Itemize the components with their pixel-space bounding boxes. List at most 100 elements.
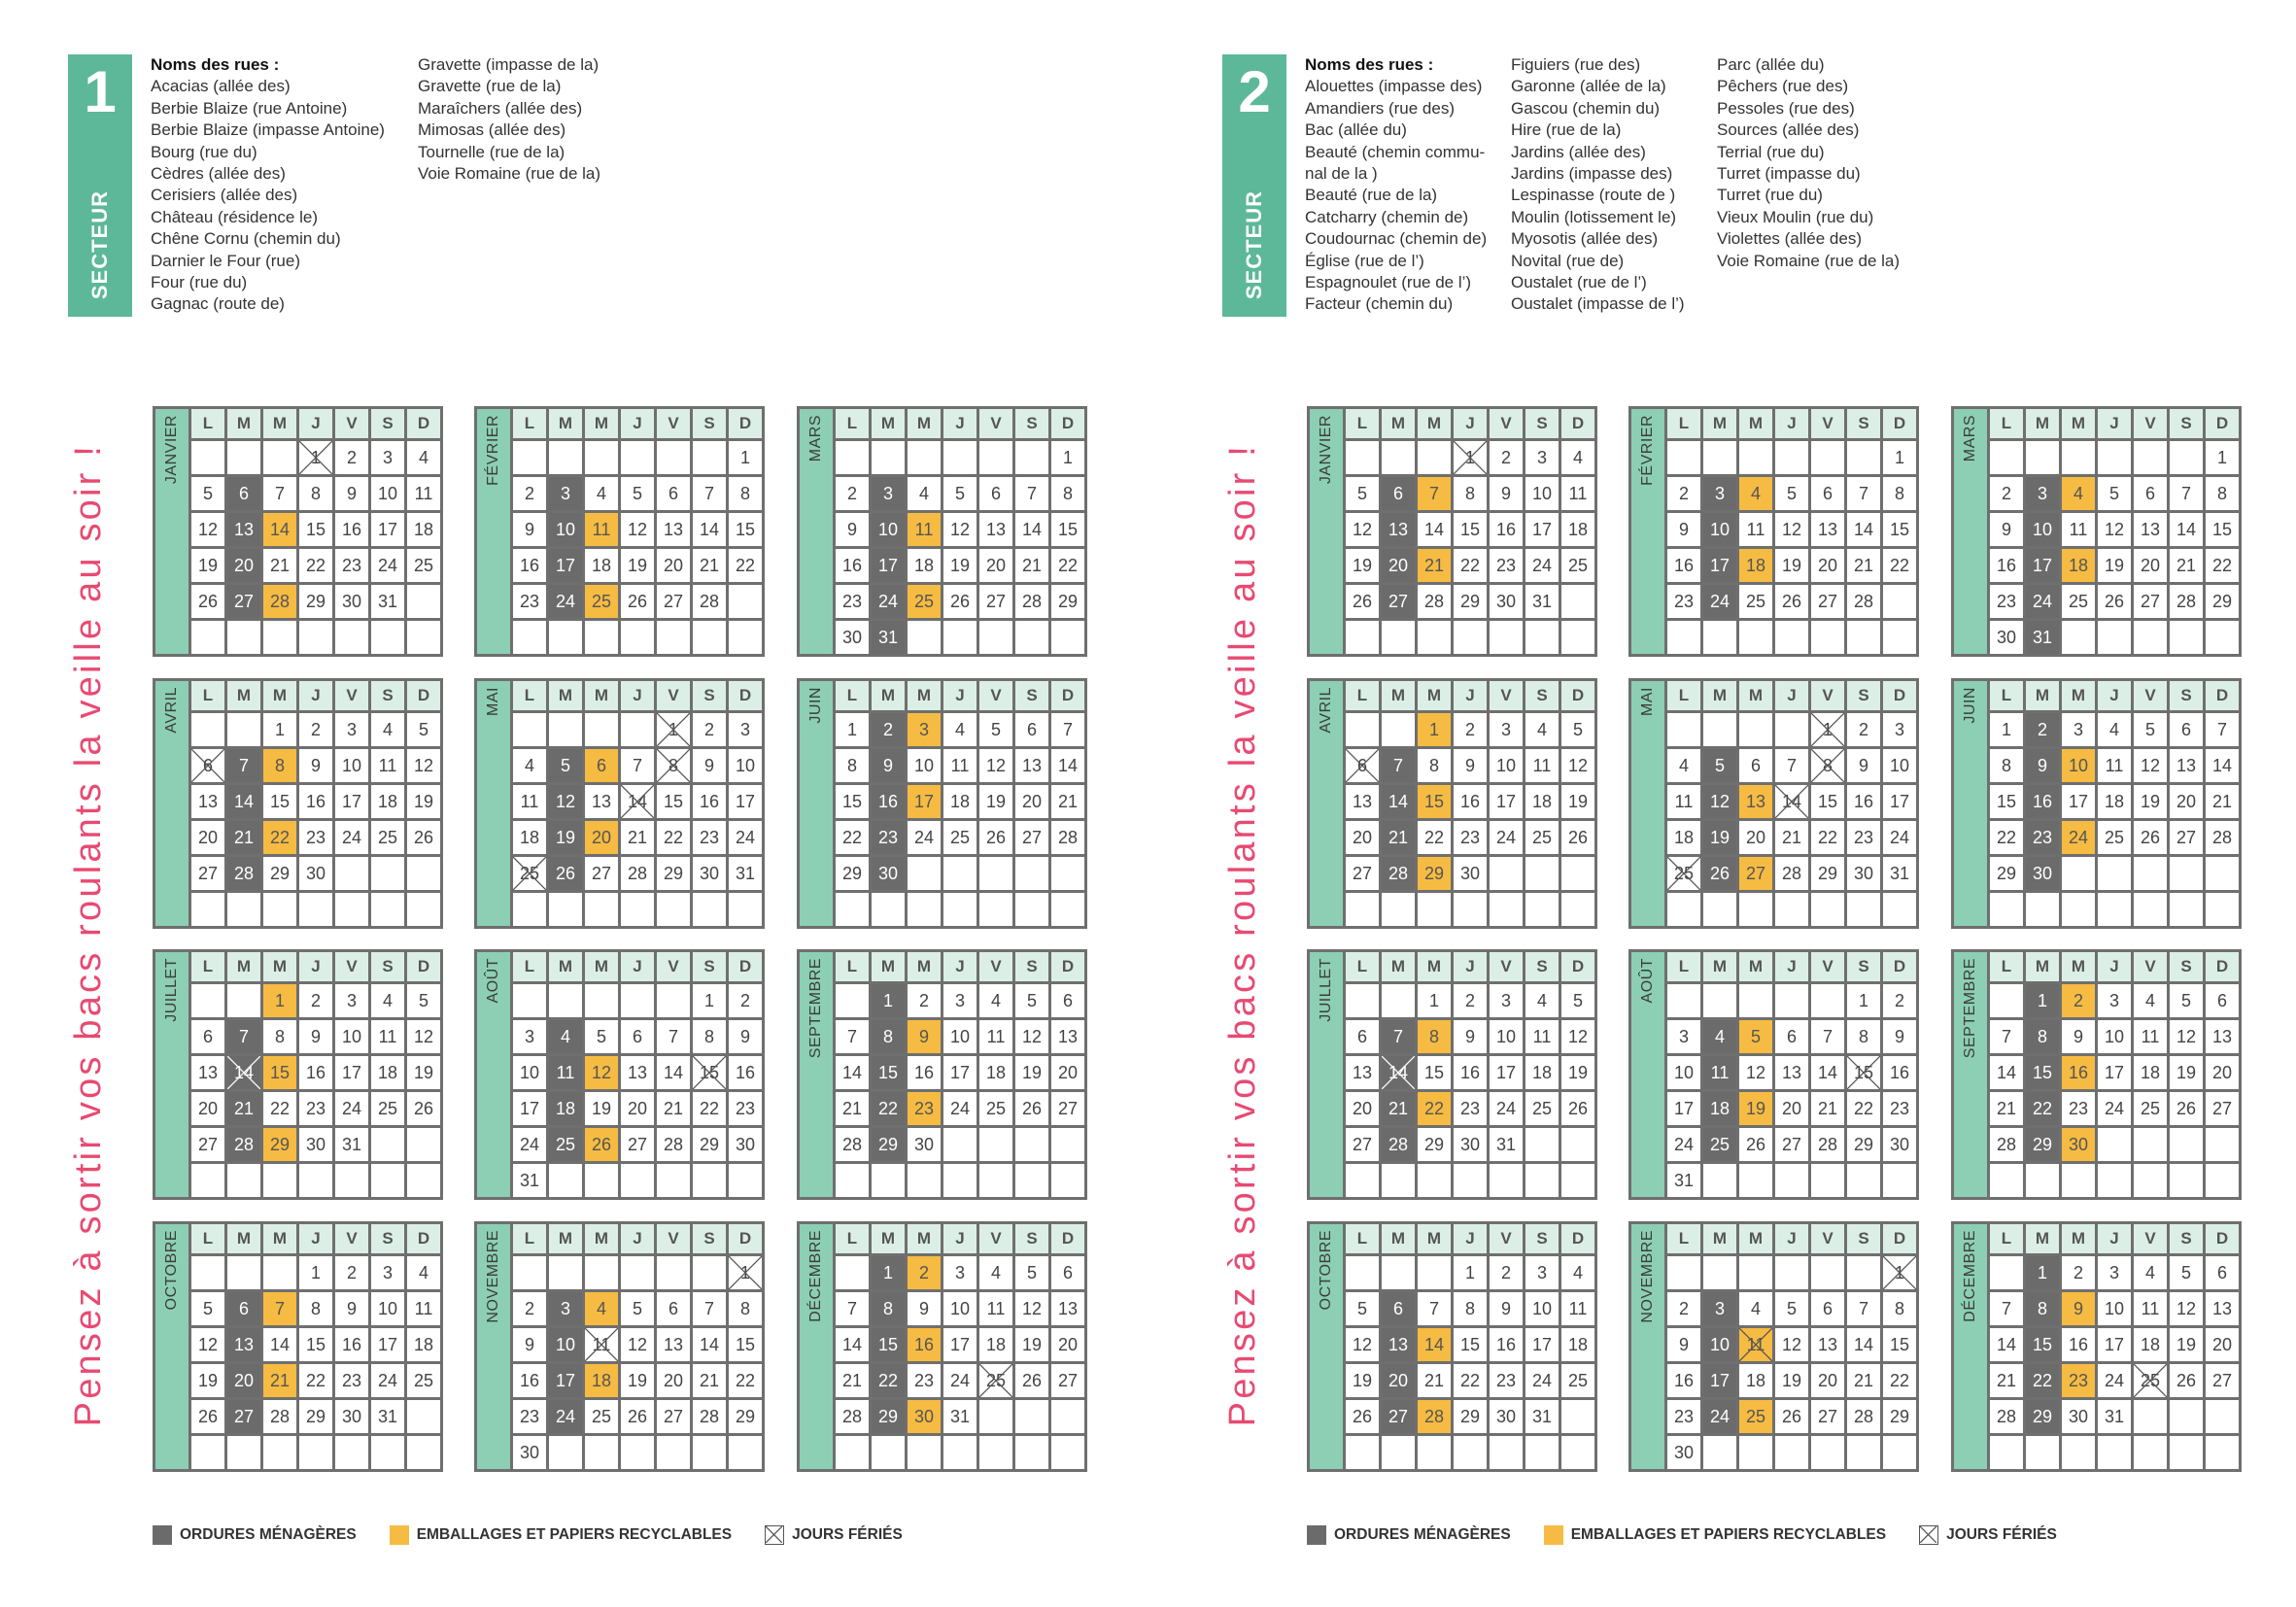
day-cell: 24 — [549, 585, 582, 618]
day-cell: 12 — [1561, 749, 1594, 782]
day-cell — [407, 1164, 440, 1197]
weekday-header: M — [1703, 681, 1736, 710]
day-cell: 23 — [299, 1092, 332, 1125]
day-cell: 18 — [1703, 1092, 1736, 1125]
day-cell: 4 — [1739, 1292, 1772, 1325]
day-cell — [1525, 621, 1559, 654]
day-cell: 3 — [1703, 1292, 1736, 1325]
day-cell: 30 — [836, 621, 869, 654]
day-cell: 24 — [335, 1092, 368, 1125]
street-name: Tournelle (rue de la) — [418, 142, 565, 161]
weekday-header: D — [729, 409, 762, 438]
weekday-header: D — [1883, 409, 1916, 438]
day-cell: 5 — [191, 477, 224, 510]
day-cell: 27 — [2134, 585, 2167, 618]
day-cell: 17 — [943, 1328, 977, 1361]
day-cell — [836, 1436, 869, 1469]
weekday-header: M — [908, 681, 941, 710]
day-cell: 16 — [1990, 549, 2023, 582]
day-cell: 13 — [1382, 1328, 1415, 1361]
month-name: MAI — [1639, 687, 1656, 716]
day-cell: 16 — [1454, 785, 1487, 818]
day-cell: 20 — [1015, 785, 1048, 818]
day-cell — [263, 1436, 296, 1469]
day-cell: 27 — [1739, 857, 1772, 890]
day-cell: 7 — [836, 1020, 869, 1053]
weekday-header: L — [836, 681, 869, 710]
day-cell: 28 — [836, 1400, 869, 1433]
day-cell: 25 — [2134, 1364, 2167, 1397]
weekday-header: M — [908, 1224, 941, 1253]
day-cell: 23 — [1990, 585, 2023, 618]
month-label-strip: FÉVRIER — [477, 409, 510, 654]
day-cell: 18 — [1739, 549, 1772, 582]
weekday-header: D — [1051, 681, 1084, 710]
day-cell: 22 — [299, 549, 332, 582]
weekday-header: M — [872, 681, 905, 710]
street-name: Gravette (rue de la) — [418, 77, 562, 96]
day-cell: 7 — [657, 1020, 690, 1053]
day-cell: 14 — [1418, 1328, 1451, 1361]
weekday-header: V — [657, 409, 690, 438]
day-cell — [908, 441, 941, 474]
day-cell: 5 — [1346, 477, 1379, 510]
day-cell: 12 — [1561, 1020, 1594, 1053]
day-cell: 2 — [1490, 1256, 1523, 1289]
day-cell: 11 — [513, 785, 546, 818]
weekday-header: J — [1775, 409, 1808, 438]
day-cell — [585, 984, 618, 1017]
day-cell — [1051, 857, 1084, 890]
day-cell: 19 — [1775, 1364, 1808, 1397]
day-cell — [1382, 441, 1415, 474]
day-cell: 18 — [1561, 513, 1594, 546]
day-cell: 1 — [1811, 713, 1844, 746]
weekday-header: S — [1525, 1224, 1559, 1253]
day-cell: 9 — [299, 749, 332, 782]
day-cell: 17 — [908, 785, 941, 818]
day-cell: 11 — [943, 749, 977, 782]
day-cell: 2 — [1454, 713, 1487, 746]
day-cell: 12 — [943, 513, 977, 546]
day-cell: 6 — [227, 477, 260, 510]
day-cell — [872, 1436, 905, 1469]
day-cell: 13 — [657, 1328, 690, 1361]
day-cell: 9 — [1883, 1020, 1916, 1053]
street-name: Beauté (chemin commu- — [1305, 142, 1486, 161]
day-cell: 31 — [1525, 585, 1559, 618]
day-cell: 20 — [1051, 1056, 1084, 1089]
day-cell: 7 — [2206, 713, 2239, 746]
day-cell: 20 — [1346, 821, 1379, 854]
day-cell: 21 — [621, 821, 654, 854]
day-cell — [2170, 1164, 2203, 1197]
day-cell: 5 — [407, 984, 440, 1017]
day-cell: 10 — [2062, 749, 2095, 782]
day-cell: 16 — [2062, 1328, 2095, 1361]
day-cell: 3 — [2062, 713, 2095, 746]
day-cell — [1739, 1436, 1772, 1469]
month-label-strip: MARS — [800, 409, 833, 654]
day-cell — [549, 984, 582, 1017]
weekday-header: S — [371, 409, 404, 438]
weekday-header: V — [979, 409, 1012, 438]
day-cell — [1346, 713, 1379, 746]
weekday-header: M — [549, 1224, 582, 1253]
day-cell: 2 — [1883, 984, 1916, 1017]
day-cell: 18 — [979, 1328, 1012, 1361]
day-cell: 26 — [407, 821, 440, 854]
weekday-header: V — [1811, 681, 1844, 710]
street-name: Novital (rue de) — [1511, 251, 1625, 270]
weekday-header: L — [191, 409, 224, 438]
weekday-header: S — [1847, 681, 1880, 710]
street-name: Pessoles (rue des) — [1717, 98, 1855, 118]
holiday-cross-icon — [693, 1056, 726, 1089]
day-cell: 7 — [227, 749, 260, 782]
day-cell: 20 — [1382, 1364, 1415, 1397]
day-cell: 23 — [1847, 821, 1880, 854]
day-cell — [621, 1256, 654, 1289]
weekday-header: L — [1990, 681, 2023, 710]
day-cell: 6 — [657, 1292, 690, 1325]
day-cell: 5 — [1346, 1292, 1379, 1325]
day-cell — [1703, 893, 1736, 926]
day-cell — [299, 1164, 332, 1197]
day-cell: 26 — [1346, 1400, 1379, 1433]
